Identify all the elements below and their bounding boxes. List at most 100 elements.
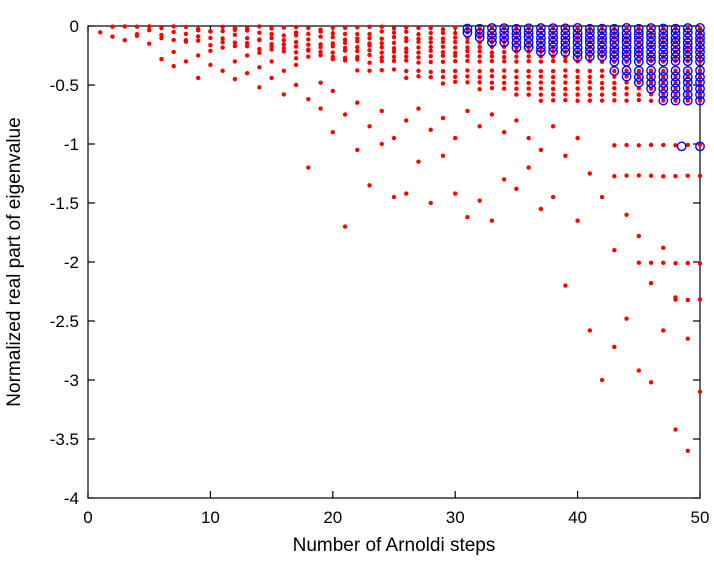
- ritz-value-dot-marker: [538, 206, 544, 212]
- converged-eigenvalue-circle-marker: [670, 28, 681, 38]
- ritz-value-dot-marker: [342, 31, 348, 37]
- ritz-value-dot-marker: [98, 30, 103, 35]
- ritz-value-dot-marker: [367, 52, 372, 58]
- ritz-value-dot-marker: [293, 56, 299, 61]
- ritz-value-dot-marker: [550, 86, 556, 92]
- converged-eigenvalue-circle-marker: [695, 141, 705, 152]
- ritz-value-dot-marker: [526, 86, 531, 91]
- ritz-value-dot-marker: [342, 25, 348, 30]
- ritz-value-dot-marker: [428, 25, 433, 31]
- ritz-value-dot-marker: [465, 39, 470, 45]
- ritz-value-dot-marker: [453, 74, 458, 79]
- ritz-value-dot-marker: [159, 26, 164, 31]
- ritz-value-dot-marker: [648, 98, 654, 103]
- ritz-value-dot-marker: [306, 54, 311, 59]
- ritz-value-dot-marker: [220, 36, 225, 41]
- ritz-value-dot-marker: [318, 45, 323, 50]
- converged-eigenvalue-circle-marker: [609, 47, 620, 57]
- ritz-value-dot-marker: [526, 135, 531, 141]
- ritz-value-dot-marker: [440, 74, 446, 80]
- ritz-value-dot-marker: [440, 81, 446, 86]
- ritz-value-dot-marker: [599, 194, 605, 200]
- ritz-value-dot-marker: [232, 76, 238, 82]
- converged-eigenvalue-circle-marker: [658, 66, 669, 76]
- ritz-value-dot-marker: [244, 28, 250, 33]
- axis-ticks: 0 10 20 30 40 50 0 -0.5 -1 -1.5 -2 -2.5 -3 -3.5 -4: [50, 17, 710, 527]
- converged-eigenvalue-circle-marker: [597, 37, 607, 48]
- ritz-value-dot-marker: [355, 44, 360, 50]
- converged-eigenvalue-circle-marker: [609, 51, 620, 62]
- ritz-value-dot-marker: [465, 108, 470, 114]
- ritz-value-dot-marker: [159, 32, 164, 38]
- ritz-value-dot-marker: [379, 36, 384, 41]
- converged-eigenvalue-circle-marker: [572, 42, 583, 53]
- ritz-value-dot-marker: [428, 200, 433, 206]
- ritz-value-dot-marker: [379, 108, 384, 114]
- ritz-value-dot-marker: [330, 88, 335, 94]
- ritz-value-dot-marker: [501, 80, 507, 86]
- ritz-value-dot-marker: [440, 53, 446, 58]
- ritz-value-dot-marker: [612, 344, 617, 350]
- ritz-value-dot-marker: [538, 59, 544, 64]
- ritz-value-dot-marker: [477, 44, 482, 50]
- ritz-value-dot-marker: [428, 35, 433, 41]
- ritz-value-dot-marker: [171, 49, 176, 55]
- converged-eigenvalue-circle-marker: [572, 32, 583, 43]
- ritz-value-dot-marker: [575, 218, 580, 223]
- ritz-value-dot-marker: [453, 30, 458, 36]
- converged-eigenvalue-circle-marker: [658, 78, 669, 88]
- ritz-value-dot-marker: [269, 26, 274, 31]
- ritz-value-dot-marker: [404, 118, 409, 123]
- ritz-value-dot-marker: [195, 53, 201, 58]
- converged-eigenvalue-circle-marker: [695, 23, 705, 33]
- converged-eigenvalue-circle-marker: [646, 41, 656, 52]
- x-tick-label: 30: [446, 508, 465, 527]
- ritz-value-dot-marker: [453, 68, 458, 74]
- converged-eigenvalue-circle-marker: [682, 89, 693, 100]
- ritz-value-dot-marker: [538, 98, 544, 103]
- ritz-value-dot-marker: [257, 24, 262, 29]
- ritz-value-dot-marker: [661, 328, 666, 333]
- ritz-value-dot-marker: [391, 34, 397, 40]
- ritz-value-dot-marker: [293, 39, 299, 45]
- ritz-value-dot-marker: [367, 68, 372, 73]
- converged-eigenvalue-circle-marker: [695, 37, 705, 48]
- converged-eigenvalue-circle-marker: [682, 56, 693, 67]
- ritz-value-dot-marker: [404, 191, 409, 196]
- ritz-value-dot-marker: [453, 135, 458, 141]
- ritz-value-dot-marker: [293, 62, 299, 68]
- ritz-value-dot-marker: [232, 43, 238, 49]
- ritz-value-dot-marker: [208, 35, 213, 41]
- ritz-value-dot-marker: [489, 80, 495, 85]
- ritz-value-dot-marker: [477, 74, 482, 80]
- x-tick-label: 40: [568, 508, 587, 527]
- ritz-value-dot-marker: [465, 53, 470, 59]
- converged-eigenvalue-circle-marker: [670, 95, 681, 106]
- ritz-value-dot-marker: [501, 59, 507, 64]
- converged-eigenvalue-circle-marker: [511, 32, 522, 43]
- ritz-value-dot-marker: [563, 98, 568, 103]
- ritz-value-dot-marker: [208, 62, 213, 68]
- converged-eigenvalue-circle-marker: [621, 71, 632, 82]
- ritz-value-dot-marker: [281, 46, 287, 51]
- converged-eigenvalue-circle-marker: [658, 56, 669, 67]
- converged-eigenvalue-circle-marker: [584, 46, 595, 57]
- converged-eigenvalue-circle-marker: [572, 37, 583, 48]
- ritz-value-dot-marker: [685, 68, 690, 74]
- converged-eigenvalue-circle-marker: [695, 65, 705, 76]
- ritz-value-dot-marker: [404, 29, 409, 34]
- ritz-value-dot-marker: [355, 100, 360, 105]
- ritz-value-dot-marker: [624, 68, 629, 73]
- ritz-value-dot-marker: [575, 135, 580, 141]
- converged-eigenvalue-circle-marker: [535, 23, 546, 33]
- y-tick-label: -3.5: [50, 430, 79, 449]
- ritz-value-dot-marker: [514, 186, 519, 192]
- ritz-value-dot-marker: [489, 54, 495, 59]
- converged-eigenvalue-circle-marker: [646, 71, 656, 82]
- converged-eigenvalue-circle-marker: [682, 27, 693, 38]
- converged-eigenvalue-circle-marker: [621, 51, 632, 62]
- ritz-value-dot-marker: [232, 59, 238, 64]
- converged-eigenvalue-circle-marker: [621, 33, 632, 43]
- ritz-value-dot-marker: [563, 58, 568, 64]
- ritz-value-dot-marker: [281, 25, 287, 30]
